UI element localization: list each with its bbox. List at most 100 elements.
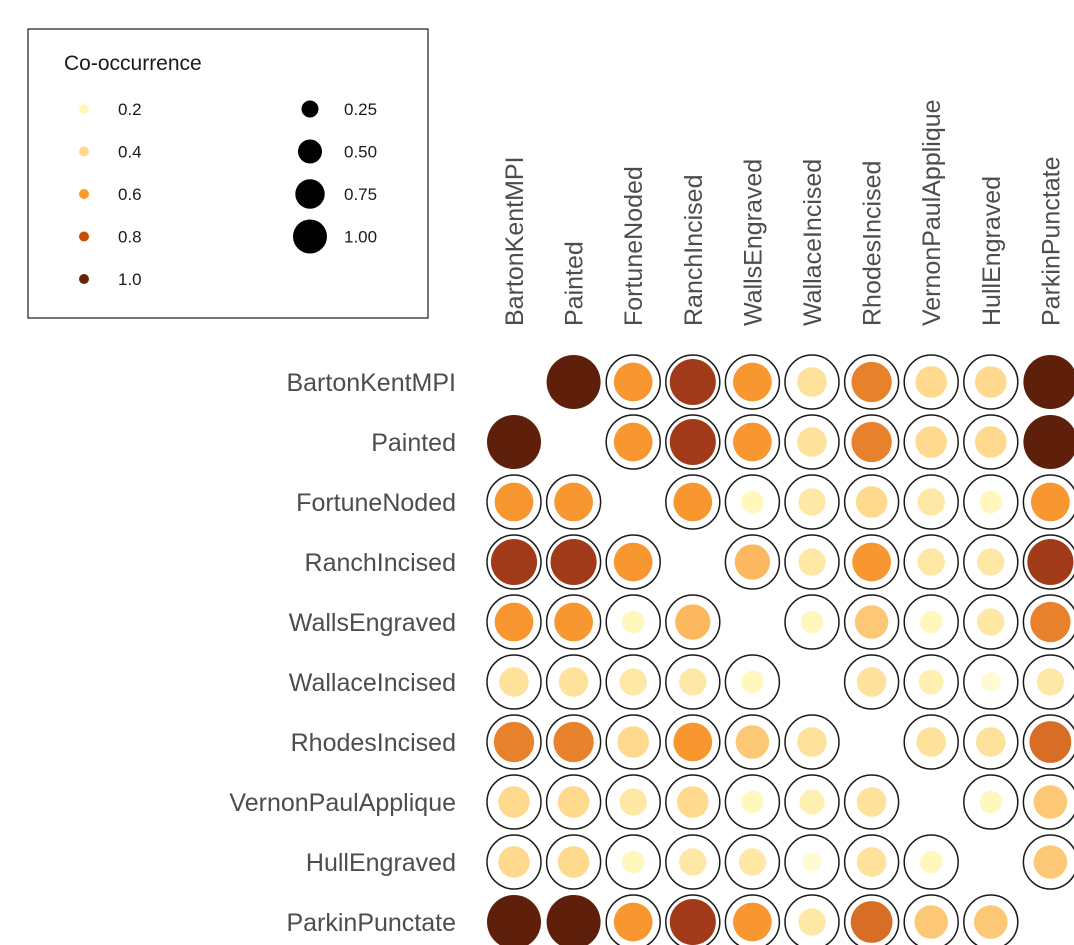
matrix-cell (665, 714, 721, 770)
matrix-cell (843, 654, 900, 710)
column-label: Painted (561, 241, 589, 326)
cell-value-dot (798, 548, 826, 576)
cell-value-dot (851, 421, 892, 463)
cell-value-dot (613, 422, 653, 462)
matrix-cell (963, 774, 1019, 830)
legend-color-key (79, 231, 89, 242)
matrix-cell (605, 714, 661, 770)
cell-value-dot (613, 362, 653, 402)
column-label: WallsEngraved (739, 159, 767, 326)
matrix-cell (546, 355, 601, 409)
legend-size-label: 0.75 (344, 185, 377, 204)
cell-value-dot (669, 358, 716, 406)
cell-value-dot (916, 727, 946, 757)
cell-value-dot (981, 672, 1001, 692)
cell-value-dot (800, 610, 824, 634)
cell-value-dot (487, 895, 541, 945)
matrix-cell (1023, 355, 1074, 409)
legend-color-label: 0.4 (118, 143, 142, 162)
matrix-cell (545, 474, 602, 530)
matrix-cell (605, 894, 661, 945)
cell-value-dot (613, 542, 653, 582)
matrix-cell (784, 414, 840, 470)
legend-color-label: 0.2 (118, 100, 142, 119)
matrix-cell (843, 834, 900, 890)
column-label: RanchIncised (680, 175, 708, 326)
matrix-cell (903, 354, 959, 410)
matrix-cell (545, 774, 602, 830)
matrix-cell (545, 534, 602, 590)
matrix-cell (724, 714, 781, 770)
cell-value-dot (915, 366, 948, 398)
matrix-cell (665, 414, 721, 470)
legend-size-label: 0.25 (344, 100, 377, 119)
cell-value-dot (856, 787, 887, 817)
matrix-cell (605, 594, 661, 650)
matrix-cell (545, 714, 602, 770)
matrix-cell (1022, 774, 1074, 830)
cell-value-dot (797, 367, 827, 397)
cell-value-dot (494, 482, 534, 522)
cell-value-dot (622, 850, 645, 874)
matrix-cell (843, 594, 900, 650)
cell-value-dot (558, 667, 589, 697)
cell-value-dot (733, 902, 772, 942)
matrix-cell (545, 834, 602, 890)
matrix-cell (784, 894, 840, 945)
matrix-cell (843, 414, 900, 470)
matrix-cell (903, 534, 959, 590)
matrix-cell (724, 894, 781, 945)
matrix-cell (1022, 534, 1074, 590)
matrix-cell (486, 594, 542, 650)
cell-value-dot (622, 610, 645, 634)
matrix-cell (605, 834, 661, 890)
cell-value-dot (1029, 721, 1072, 763)
matrix-cell (665, 654, 721, 710)
matrix-cell (724, 774, 781, 830)
cell-value-dot (797, 427, 827, 457)
cell-value-dot (669, 898, 716, 945)
cell-value-dot (918, 669, 944, 695)
legend-box (27, 28, 429, 319)
matrix-cell (1023, 415, 1074, 469)
legend-color-label: 1.0 (118, 270, 142, 289)
legend-title: Co-occurrence (64, 52, 202, 75)
matrix-cell (545, 594, 602, 650)
cell-value-dot (734, 544, 771, 580)
cell-value-dot (617, 726, 650, 758)
cell-value-dot (675, 604, 711, 640)
legend-color-key (79, 274, 89, 284)
matrix-cell (486, 474, 542, 530)
matrix-cell (545, 654, 602, 710)
matrix-cell (784, 774, 840, 830)
matrix-cell (784, 594, 840, 650)
matrix-cell (665, 354, 721, 410)
cell-value-dot (915, 426, 948, 458)
cell-value-dot (920, 610, 943, 634)
row-label: HullEngraved (306, 849, 456, 877)
cell-value-dot (855, 486, 888, 518)
cell-value-dot (673, 722, 713, 762)
legend-color-key (79, 104, 89, 114)
matrix-cell (1022, 654, 1074, 710)
cell-value-dot (797, 727, 827, 757)
cell-value-dot (1033, 785, 1068, 819)
cell-value-dot (487, 415, 541, 469)
matrix-cell (903, 714, 959, 770)
matrix-cell (486, 774, 542, 830)
cell-value-dot (1023, 355, 1074, 409)
matrix-cell (903, 594, 959, 650)
matrix-cell (963, 714, 1019, 770)
cell-value-dot (679, 848, 707, 876)
legend-size-key (297, 139, 323, 164)
cell-value-dot (852, 542, 891, 582)
matrix-cell (784, 834, 840, 890)
legend-size-key (293, 219, 327, 254)
cell-value-dot (917, 548, 945, 576)
cell-value-dot (741, 670, 764, 694)
matrix-cell (903, 834, 959, 890)
cell-value-dot (546, 355, 601, 409)
cell-value-dot (498, 786, 530, 818)
matrix-cell (665, 894, 721, 945)
